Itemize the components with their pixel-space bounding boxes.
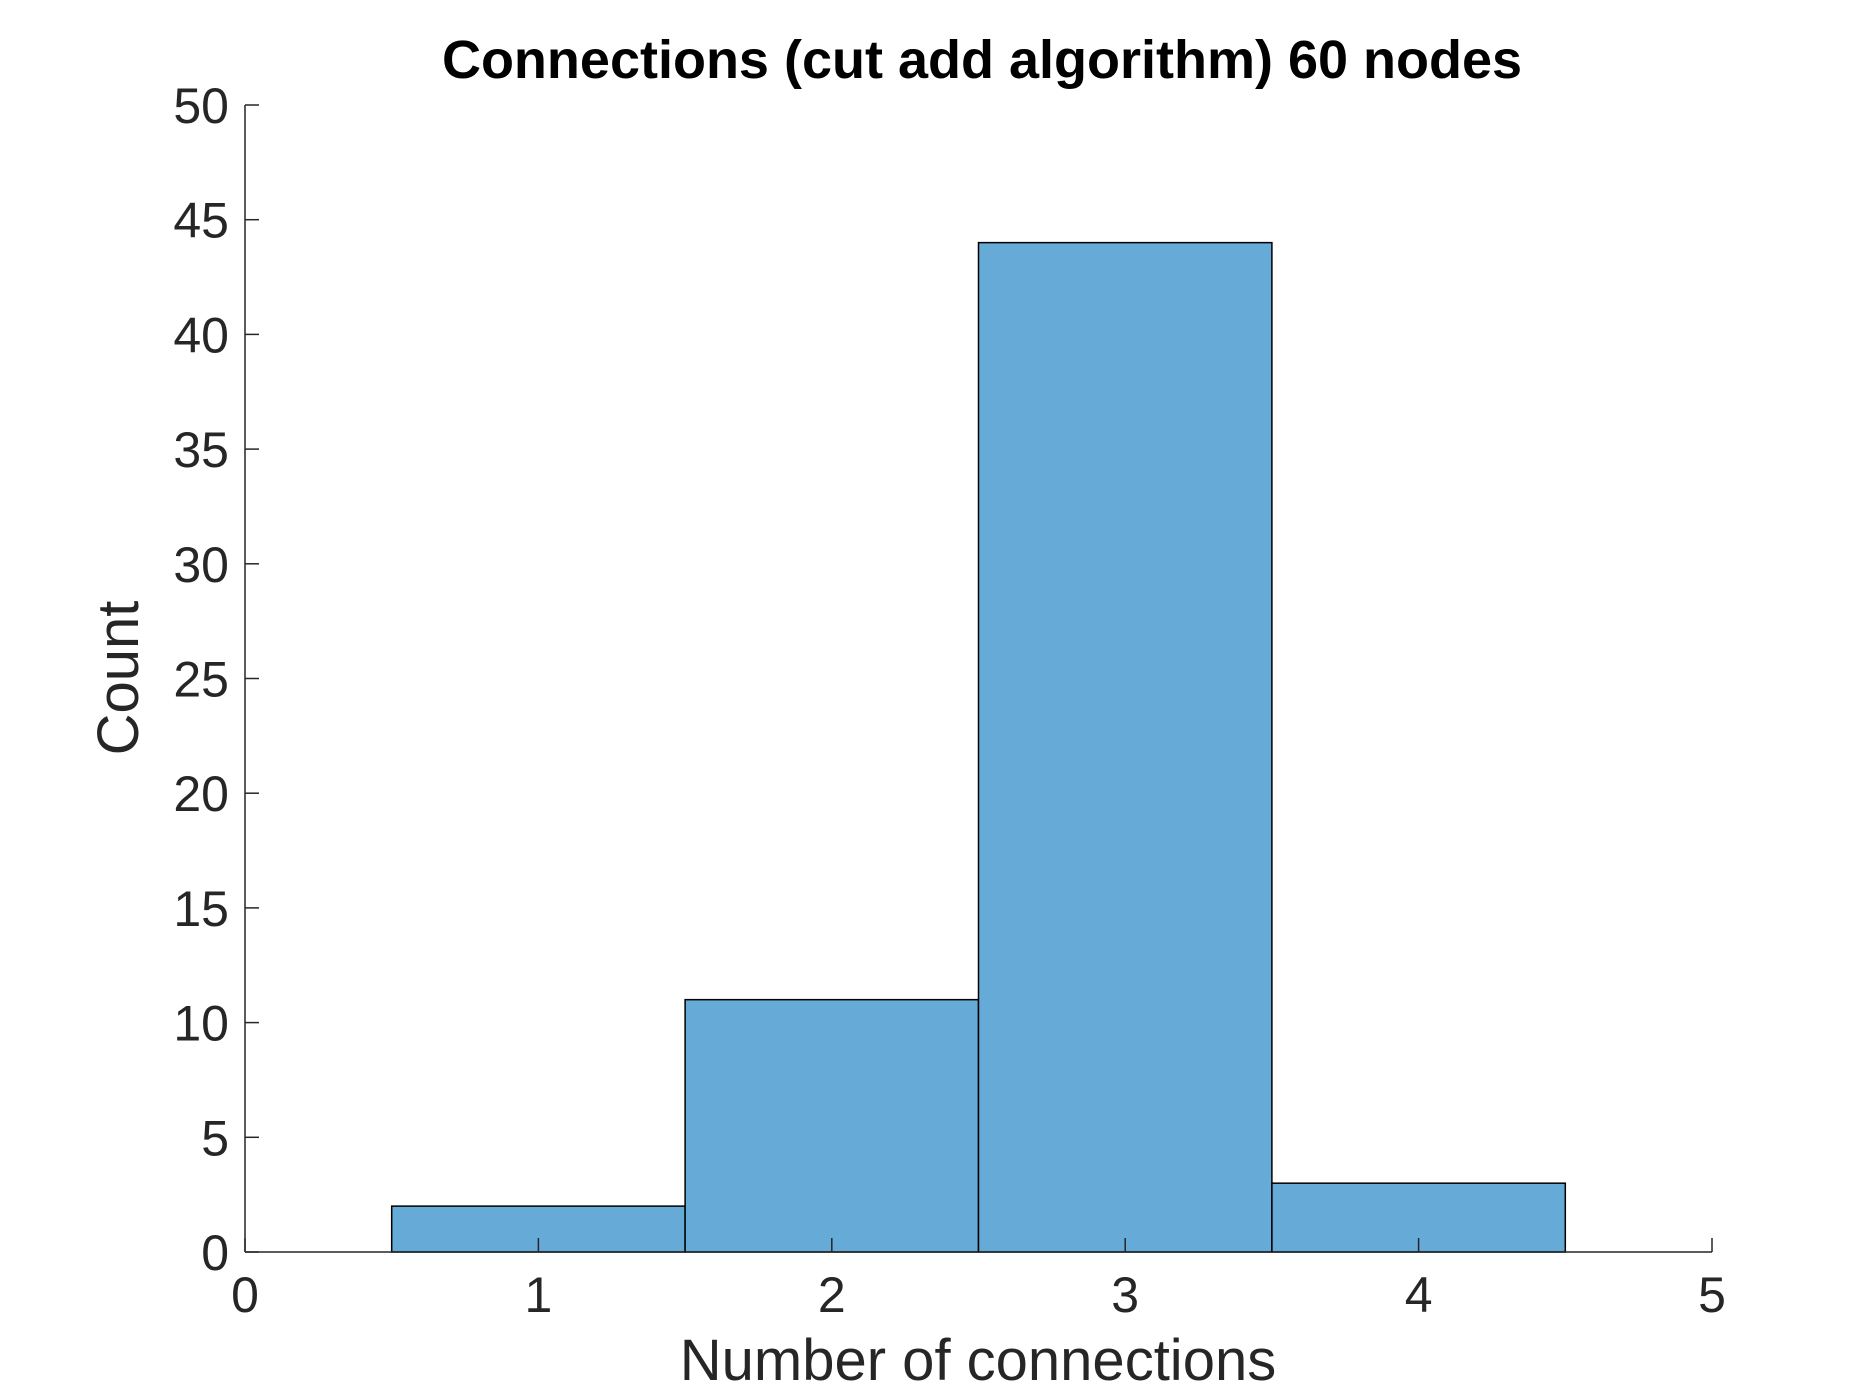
y-tick-label: 15 bbox=[173, 881, 229, 937]
y-tick-label: 35 bbox=[173, 422, 229, 478]
y-tick-label: 40 bbox=[173, 307, 229, 363]
x-tick-label: 5 bbox=[1698, 1267, 1726, 1323]
x-ticks: 0 1 2 3 4 5 bbox=[231, 1238, 1726, 1323]
y-tick-label: 30 bbox=[173, 537, 229, 593]
y-tick-label: 20 bbox=[173, 766, 229, 822]
y-axis-label: Count bbox=[86, 601, 151, 756]
y-ticks: 0 5 10 15 20 25 30 35 40 45 50 bbox=[173, 78, 259, 1281]
x-tick-label: 4 bbox=[1405, 1267, 1433, 1323]
bar-3 bbox=[977, 241, 1273, 1253]
x-tick-label: 0 bbox=[231, 1267, 259, 1323]
y-tick-label: 50 bbox=[173, 78, 229, 134]
y-tick-label: 5 bbox=[201, 1110, 229, 1166]
y-tick-label: 25 bbox=[173, 652, 229, 708]
chart-title: Connections (cut add algorithm) 60 nodes bbox=[442, 30, 1522, 90]
x-tick-label: 3 bbox=[1111, 1267, 1139, 1323]
bar-2 bbox=[684, 998, 980, 1253]
bars-layer bbox=[390, 241, 1567, 1253]
x-tick-label: 1 bbox=[524, 1267, 552, 1323]
y-tick-label: 0 bbox=[201, 1225, 229, 1281]
x-tick-label: 2 bbox=[818, 1267, 846, 1323]
y-tick-label: 10 bbox=[173, 996, 229, 1052]
y-tick-label: 45 bbox=[173, 193, 229, 249]
x-axis-label: Number of connections bbox=[680, 1328, 1276, 1392]
